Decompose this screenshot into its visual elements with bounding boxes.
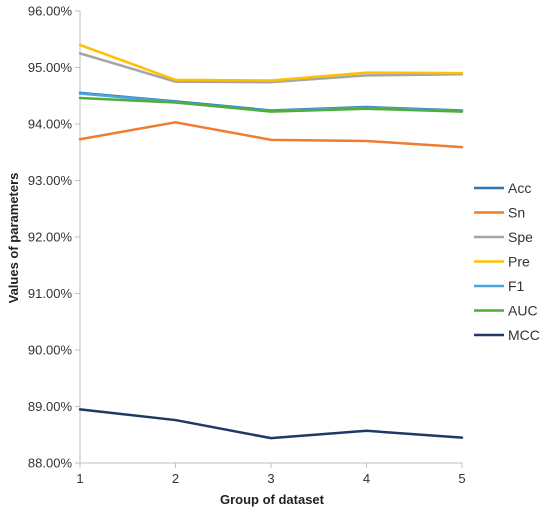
legend-label-f1: F1 [508, 278, 525, 294]
legend-label-mcc: MCC [508, 327, 540, 343]
legend-label-auc: AUC [508, 303, 538, 319]
legend-label-spe: Spe [508, 229, 533, 245]
plot-area [79, 11, 462, 464]
series-line-auc [78, 96, 464, 113]
y-tick-label: 92.00% [28, 230, 73, 245]
series-line-pre [78, 43, 464, 82]
y-axis-title: Values of parameters [6, 173, 21, 304]
x-axis-title: Group of dataset [220, 492, 325, 507]
legend-label-pre: Pre [508, 254, 530, 270]
y-tick-label: 91.00% [28, 286, 73, 301]
x-tick-label: 4 [363, 471, 370, 486]
series-line-mcc [78, 408, 464, 440]
series-line-f1 [78, 92, 464, 113]
series-line-spe [78, 52, 464, 84]
y-tick-label: 90.00% [28, 343, 73, 358]
x-axis-ticks: 1 2 3 4 5 [76, 463, 466, 486]
y-tick-label: 89.00% [28, 399, 73, 414]
legend-label-sn: Sn [508, 205, 525, 221]
x-tick-label: 3 [267, 471, 274, 486]
series-line-sn [78, 121, 464, 149]
series-lines [78, 43, 464, 440]
legend: Acc Sn Spe Pre F1 AUC MCC [474, 180, 540, 343]
y-tick-label: 88.00% [28, 456, 73, 471]
y-tick-label: 93.00% [28, 173, 73, 188]
y-tick-label: 96.00% [28, 4, 73, 19]
y-tick-label: 95.00% [28, 60, 73, 75]
x-tick-label: 1 [76, 471, 83, 486]
y-tick-label: 94.00% [28, 117, 73, 132]
x-tick-label: 5 [458, 471, 465, 486]
y-axis-ticks: 88.00% 89.00% 90.00% 91.00% 92.00% 93.00% 94.0… [28, 4, 80, 471]
legend-label-acc: Acc [508, 180, 531, 196]
x-tick-label: 2 [172, 471, 179, 486]
